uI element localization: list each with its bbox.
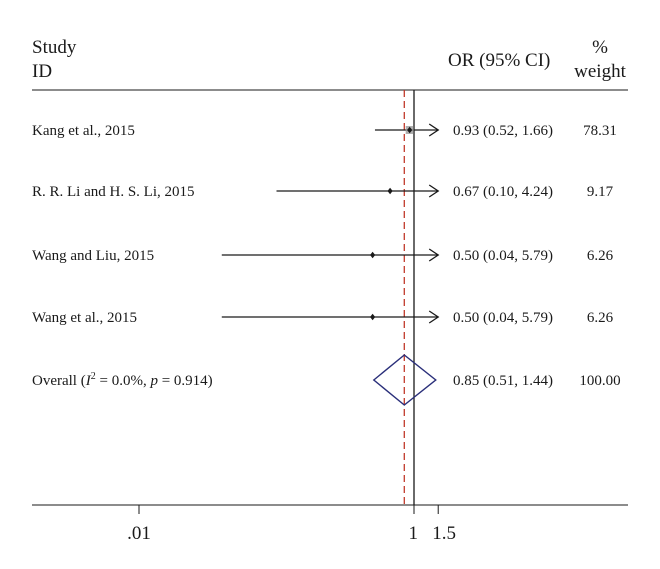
ci-arrow — [428, 123, 440, 137]
p-symbol: p — [149, 373, 158, 389]
study-row: Wang and Liu, 2015 0.50 (0.04, 5.79) 6.26 — [32, 248, 614, 264]
or-ci-value: 0.67 (0.10, 4.24) — [453, 184, 553, 200]
point-estimate — [387, 187, 393, 195]
header-study: Study — [32, 37, 77, 58]
ci-arrow — [428, 248, 440, 262]
x-tick-label: .01 — [127, 523, 151, 544]
weight-value: 6.26 — [587, 310, 614, 326]
point-estimate — [407, 126, 413, 134]
heterogeneity-value: = 0.0%, — [96, 373, 151, 389]
header-or-ci: OR (95% CI) — [448, 50, 550, 71]
or-ci-value: 0.50 (0.04, 5.79) — [453, 248, 553, 264]
overall-label: Overall (I2 = 0.0%, p = 0.914) — [32, 371, 213, 389]
p-value: = 0.914) — [158, 373, 213, 389]
ci-arrow — [428, 310, 440, 324]
study-label: Kang et al., 2015 — [32, 123, 135, 139]
weight-value: 78.31 — [583, 123, 617, 139]
header-weight: weight — [574, 61, 626, 82]
overall-label-prefix: Overall ( — [32, 373, 86, 389]
pooled-diamond — [372, 354, 437, 406]
overall-row: Overall (I2 = 0.0%, p = 0.914) 0.85 (0.51… — [32, 354, 621, 406]
study-label: Wang and Liu, 2015 — [32, 248, 154, 264]
ci-arrow — [428, 184, 440, 198]
weight-value: 6.26 — [587, 248, 614, 264]
study-label: Wang et al., 2015 — [32, 310, 137, 326]
weight-value: 9.17 — [587, 184, 614, 200]
overall-or-ci-value: 0.85 (0.51, 1.44) — [453, 373, 553, 389]
heterogeneity-superscript: 2 — [91, 371, 96, 382]
overall-weight-value: 100.00 — [579, 373, 620, 389]
x-tick-label: 1 — [409, 523, 419, 544]
study-label: R. R. Li and H. S. Li, 2015 — [32, 184, 195, 200]
study-row: Kang et al., 2015 0.93 (0.52, 1.66) 78.31 — [32, 123, 617, 139]
study-row: Wang et al., 2015 0.50 (0.04, 5.79) 6.26 — [32, 310, 614, 326]
x-axis: .01 1 1.5 — [127, 505, 456, 544]
or-ci-value: 0.50 (0.04, 5.79) — [453, 310, 553, 326]
point-estimate — [370, 251, 376, 259]
heterogeneity-symbol: I — [85, 373, 92, 389]
or-ci-value: 0.93 (0.52, 1.66) — [453, 123, 553, 139]
header-id: ID — [32, 61, 52, 82]
header-percent: % — [592, 37, 608, 58]
point-estimate — [370, 313, 376, 321]
study-row: R. R. Li and H. S. Li, 2015 0.67 (0.10, 4… — [32, 184, 614, 200]
x-tick-label: 1.5 — [432, 523, 456, 544]
